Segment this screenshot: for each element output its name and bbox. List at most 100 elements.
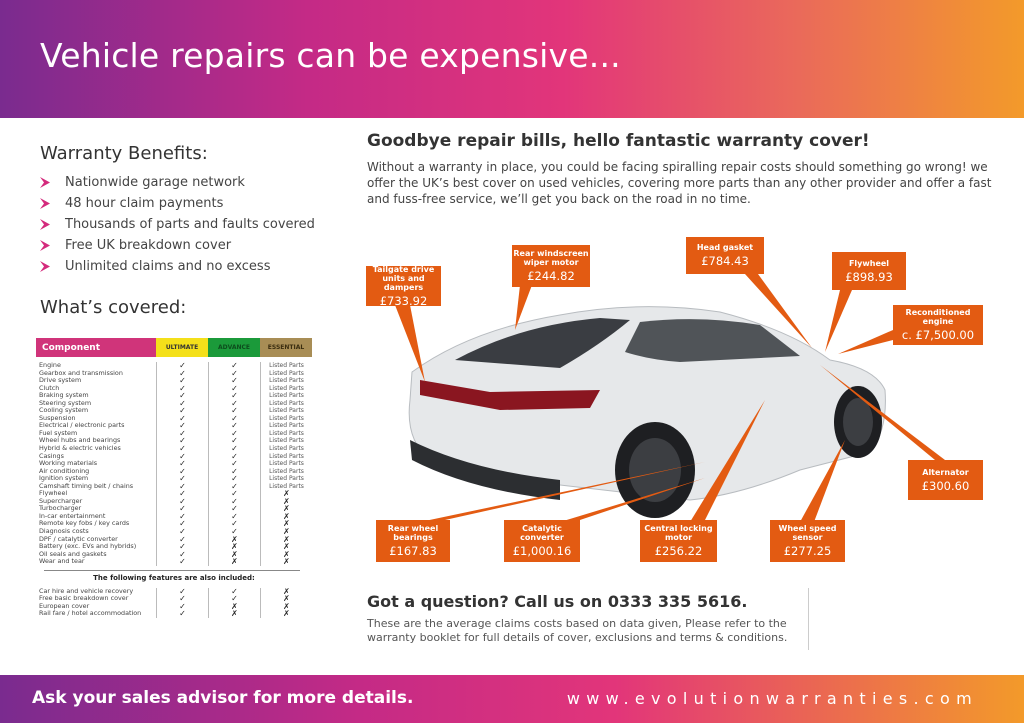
callout-wheel-speed: Wheel speed sensor £277.25 [770, 520, 845, 562]
callout-label: Flywheel [848, 258, 890, 268]
component-name: Battery (exc. EVs and hybrids) [39, 542, 137, 551]
callout-label: Rear windscreen wiper motor [513, 249, 589, 267]
check-icon: ✓ [208, 362, 260, 370]
callout-head-gasket: Head gasket £784.43 [686, 237, 764, 274]
divider [808, 588, 809, 650]
callout-rear-wiper: Rear windscreen wiper motor £244.82 [512, 245, 590, 287]
table-row: Turbocharger ✓ ✓ ✗ [36, 505, 312, 513]
divider [44, 569, 300, 571]
check-icon: ✓ [156, 558, 208, 566]
cross-icon: ✗ [208, 543, 260, 551]
component-name: Clutch [39, 383, 60, 392]
benefit-label: Thousands of parts and faults covered [65, 217, 315, 232]
page-title: Vehicle repairs can be expensive... [40, 36, 621, 75]
component-name: Air conditioning [39, 466, 90, 475]
intro-text: Without a warranty in place, you could b… [367, 160, 992, 206]
check-icon: ✓ [156, 610, 208, 618]
component-name: Flywheel [39, 489, 68, 498]
table-row: Casings ✓ ✓ Listed Parts [36, 452, 312, 461]
cell-value: Listed Parts [260, 384, 312, 393]
component-name: Ignition system [39, 474, 89, 483]
also-table-body: Car hire and vehicle recovery ✓ ✓ ✗ Free bas… [36, 586, 312, 618]
cell-value: Listed Parts [260, 407, 312, 415]
table-row: Wear and tear ✓ ✗ ✗ [36, 558, 312, 566]
check-icon: ✓ [208, 482, 260, 491]
cell-value: Listed Parts [260, 452, 312, 461]
check-icon: ✓ [156, 437, 208, 446]
table-row: Air conditioning ✓ ✓ Listed Parts [36, 466, 312, 476]
check-icon: ✓ [208, 445, 260, 453]
check-icon: ✓ [208, 498, 260, 506]
callout-label: Reconditioned engine [905, 308, 971, 326]
table-row: Camshaft timing belt / chains ✓ ✓ Listed Pa… [36, 482, 312, 491]
callout-central-locking: Central locking motor £256.22 [640, 520, 717, 562]
check-icon: ✓ [208, 490, 260, 498]
check-icon: ✓ [208, 392, 260, 400]
check-icon: ✓ [156, 595, 208, 603]
check-icon: ✓ [156, 422, 208, 430]
check-icon: ✓ [208, 399, 260, 408]
cell-value: Listed Parts [260, 475, 312, 483]
cross-icon: ✗ [260, 498, 312, 506]
chevron-right-icon [40, 240, 50, 251]
table-row: Wheel hubs and bearings ✓ ✓ Listed Parts [36, 436, 312, 446]
check-icon: ✓ [156, 392, 208, 400]
check-icon: ✓ [156, 490, 208, 498]
callout-price: £784.43 [701, 254, 749, 268]
footer-cta: Ask your sales advisor for more details. [32, 688, 414, 708]
component-name: Wheel hubs and bearings [39, 436, 121, 445]
benefit-label: Nationwide garage network [65, 175, 245, 190]
component-name: Rail fare / hotel accommodation [39, 609, 142, 618]
component-name: Car hire and vehicle recovery [39, 586, 134, 595]
cell-value: Listed Parts [260, 422, 312, 430]
cross-icon: ✗ [260, 558, 312, 566]
component-name: Free basic breakdown cover [39, 594, 129, 603]
cross-icon: ✗ [260, 520, 312, 529]
cross-icon: ✗ [208, 550, 260, 559]
col-component: Component [36, 338, 156, 357]
check-icon: ✓ [208, 437, 260, 446]
benefit-label: Free UK breakdown cover [65, 238, 232, 253]
cross-icon: ✗ [260, 595, 312, 603]
cross-icon: ✗ [260, 610, 312, 618]
check-icon: ✓ [208, 430, 260, 438]
website-link[interactable]: www.evolutionwarranties.com [566, 689, 978, 708]
list-item: Nationwide garage network [40, 172, 315, 193]
component-name: Gearbox and transmission [39, 368, 123, 377]
check-icon: ✓ [156, 430, 208, 438]
table-header: Component ULTIMATE ADVANCE ESSENTIAL [36, 338, 312, 357]
check-icon: ✓ [208, 415, 260, 423]
callout-label: Central locking motor [644, 524, 713, 542]
cross-icon: ✗ [260, 550, 312, 559]
callout-price: £167.83 [389, 544, 437, 558]
table-row: Car hire and vehicle recovery ✓ ✓ ✗ [36, 586, 312, 596]
callout-tailgate: Tailgate drive units and dampers £733.92 [366, 264, 441, 308]
table-row: Fuel system ✓ ✓ Listed Parts [36, 429, 312, 438]
table-row: Engine ✓ ✓ Listed Parts [36, 361, 312, 370]
check-icon: ✓ [208, 377, 260, 385]
benefit-label: 48 hour claim payments [65, 196, 224, 211]
footer-banner: Ask your sales advisor for more details.… [0, 675, 1024, 723]
list-item: 48 hour claim payments [40, 193, 315, 214]
component-name: Braking system [39, 391, 89, 400]
component-name: Remote key fobs / key cards [39, 519, 130, 528]
component-name: Drive system [39, 376, 82, 385]
check-icon: ✓ [156, 535, 208, 544]
check-icon: ✓ [156, 603, 208, 611]
table-row: Flywheel ✓ ✓ ✗ [36, 490, 312, 498]
list-item: Free UK breakdown cover [40, 235, 315, 256]
chevron-right-icon [40, 198, 50, 209]
table-row: Clutch ✓ ✓ Listed Parts [36, 383, 312, 393]
car-icon [408, 306, 886, 518]
chevron-right-icon [40, 177, 50, 188]
table-row: Supercharger ✓ ✓ ✗ [36, 497, 312, 506]
component-name: Working materials [39, 459, 98, 468]
table-row: Oil seals and gaskets ✓ ✗ ✗ [36, 550, 312, 559]
cross-icon: ✗ [208, 535, 260, 544]
callout-price: £277.25 [783, 544, 832, 558]
callout-price: c. £7,500.00 [901, 328, 975, 342]
cell-value: Listed Parts [260, 429, 312, 438]
check-icon: ✓ [156, 467, 208, 476]
callout-label: Tailgate drive units and dampers [372, 264, 435, 292]
check-icon: ✓ [156, 377, 208, 385]
